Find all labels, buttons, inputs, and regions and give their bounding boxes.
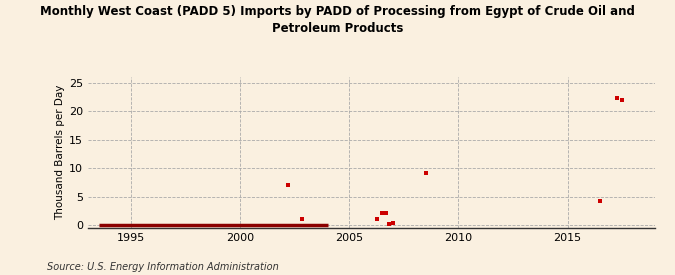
Point <box>371 217 382 221</box>
Y-axis label: Thousand Barrels per Day: Thousand Barrels per Day <box>55 85 65 220</box>
Text: Monthly West Coast (PADD 5) Imports by PADD of Processing from Egypt of Crude Oi: Monthly West Coast (PADD 5) Imports by P… <box>40 6 635 35</box>
Point <box>384 221 395 226</box>
Point <box>617 98 628 102</box>
Point <box>297 216 308 221</box>
Point <box>377 211 387 216</box>
Point <box>421 171 431 176</box>
Point <box>611 96 622 100</box>
Point <box>282 183 293 187</box>
Point <box>381 211 392 215</box>
Text: Source: U.S. Energy Information Administration: Source: U.S. Energy Information Administ… <box>47 262 279 272</box>
Point <box>387 220 398 225</box>
Point <box>595 199 605 203</box>
